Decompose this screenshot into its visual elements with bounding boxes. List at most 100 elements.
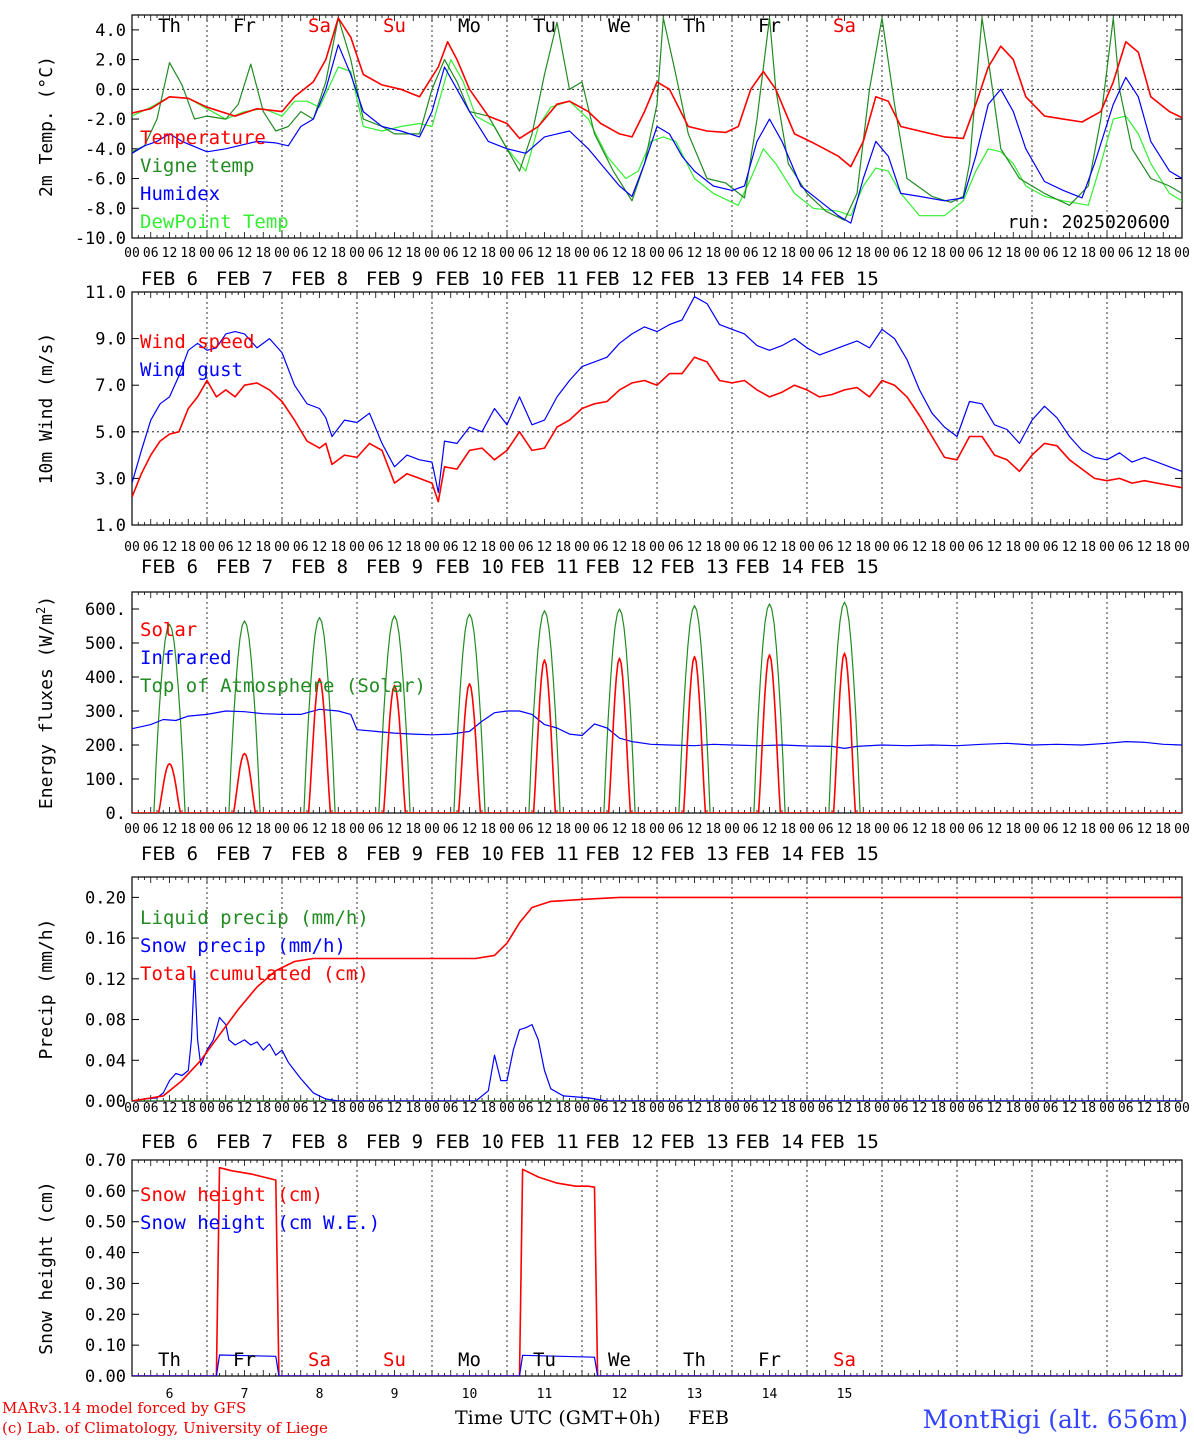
series-line-snow-precip-mm-h- (132, 970, 1182, 1101)
hour-label: 12 (1137, 1101, 1153, 1116)
day-name: Sa (308, 1349, 331, 1371)
hour-label: 12 (837, 1101, 853, 1116)
hour-label: 06 (443, 246, 459, 261)
day-number: 8 (316, 1387, 324, 1402)
y-tick-label: 100. (85, 770, 126, 790)
legend-entry: Solar (140, 619, 197, 641)
hour-label: 12 (387, 246, 403, 261)
hour-label: 18 (630, 540, 646, 555)
y-tick-label: 5.0 (95, 423, 126, 443)
hour-label: 18 (1005, 1101, 1021, 1116)
day-name: Sa (833, 15, 856, 37)
hour-label: 18 (330, 822, 346, 837)
date-label: FEB 9 (366, 268, 423, 290)
day-name: Fr (758, 15, 781, 37)
hour-label: 06 (668, 822, 684, 837)
hour-label: 06 (443, 822, 459, 837)
date-label: FEB 9 (366, 843, 423, 865)
hour-label: 06 (293, 1101, 309, 1116)
day-name: Th (158, 1349, 181, 1371)
hour-label: 12 (612, 540, 628, 555)
chart-panel-precip: 0.20 0.16 0.12 0.08 0.04 0.00 Precip (mm/h) Liq… (36, 876, 1190, 1153)
hour-label: 12 (1137, 540, 1153, 555)
date-label: FEB 6 (141, 843, 198, 865)
hour-label: 06 (218, 1101, 234, 1116)
hour-label: 00 (1024, 246, 1040, 261)
hour-label: 12 (387, 822, 403, 837)
hour-label: 00 (874, 1101, 890, 1116)
hour-label: 00 (424, 246, 440, 261)
hour-label: 12 (312, 1101, 328, 1116)
hour-label: 12 (1137, 822, 1153, 837)
hour-label: 00 (574, 540, 590, 555)
y-tick-label: 300. (85, 702, 126, 722)
series-line-humidex (132, 44, 1182, 224)
hour-label: 06 (593, 1101, 609, 1116)
legend-entry: Total cumulated (cm) (140, 963, 369, 985)
hour-label: 18 (1155, 1101, 1171, 1116)
hour-label: 12 (387, 540, 403, 555)
y-tick-label: 0.12 (85, 970, 126, 990)
y-axis-label: Snow height (cm) (36, 1181, 57, 1354)
hour-label: 18 (1155, 822, 1171, 837)
hour-label: 00 (499, 1101, 515, 1116)
day-number: 10 (462, 1387, 478, 1402)
hour-label: 00 (424, 540, 440, 555)
hour-label: 18 (855, 1101, 871, 1116)
hour-label: 00 (724, 540, 740, 555)
hour-label: 00 (724, 246, 740, 261)
hour-label: 00 (799, 1101, 815, 1116)
y-tick-label: 0.40 (85, 1244, 126, 1264)
hour-label: 12 (537, 246, 553, 261)
y-tick-label: -6.0 (85, 170, 126, 190)
date-label: FEB 12 (585, 556, 654, 578)
legend-entry: DewPoint Temp (140, 211, 289, 233)
hour-label: 18 (930, 822, 946, 837)
hour-label: 12 (462, 1101, 478, 1116)
hour-label: 12 (1137, 246, 1153, 261)
hour-label: 00 (649, 1101, 665, 1116)
x-axis-label: Time UTC (GMT+0h) (455, 1407, 661, 1429)
y-tick-label: 500. (85, 634, 126, 654)
hour-label: 00 (874, 246, 890, 261)
y-tick-label: 400. (85, 668, 126, 688)
day-name: Su (383, 1349, 406, 1371)
day-name: Fr (758, 1349, 781, 1371)
hour-label: 06 (218, 822, 234, 837)
legend-entry: Humidex (140, 183, 220, 205)
hour-label: 00 (574, 822, 590, 837)
copyright-credit: (c) Lab. of Climatology, University of L… (2, 1419, 328, 1437)
hour-label: 12 (912, 1101, 928, 1116)
hour-label: 18 (780, 246, 796, 261)
date-label: FEB 7 (216, 556, 273, 578)
hour-label: 06 (1118, 822, 1134, 837)
y-tick-label: 600. (85, 600, 126, 620)
y-axis-label-base: Energy fluxes (W/m (36, 614, 57, 809)
y-tick-label: 7.0 (95, 376, 126, 396)
y-tick-label: 0.30 (85, 1274, 126, 1294)
day-number: 11 (537, 1387, 553, 1402)
hour-label: 12 (312, 246, 328, 261)
hour-label: 06 (893, 822, 909, 837)
hour-label: 06 (293, 540, 309, 555)
hour-label: 18 (930, 540, 946, 555)
series-group (132, 1166, 1182, 1376)
hour-label: 00 (124, 1101, 140, 1116)
date-label: FEB 11 (510, 843, 579, 865)
hour-label: 18 (405, 246, 421, 261)
hour-label: 00 (349, 822, 365, 837)
hour-label: 00 (349, 246, 365, 261)
y-tick-label: 3.0 (95, 469, 126, 489)
day-name: We (608, 1349, 631, 1371)
hour-label: 00 (1099, 1101, 1115, 1116)
hour-label: 06 (518, 540, 534, 555)
legend-entry: Top of Atmosphere (Solar) (140, 675, 426, 697)
day-number: 12 (612, 1387, 628, 1402)
hour-label: 12 (162, 540, 178, 555)
y-axis-label: Precip (mm/h) (36, 919, 57, 1060)
hour-label: 12 (987, 1101, 1003, 1116)
date-label: FEB 12 (585, 1131, 654, 1153)
hour-label: 00 (124, 246, 140, 261)
legend-entry: Wind speed (140, 331, 254, 353)
hour-label: 12 (912, 822, 928, 837)
